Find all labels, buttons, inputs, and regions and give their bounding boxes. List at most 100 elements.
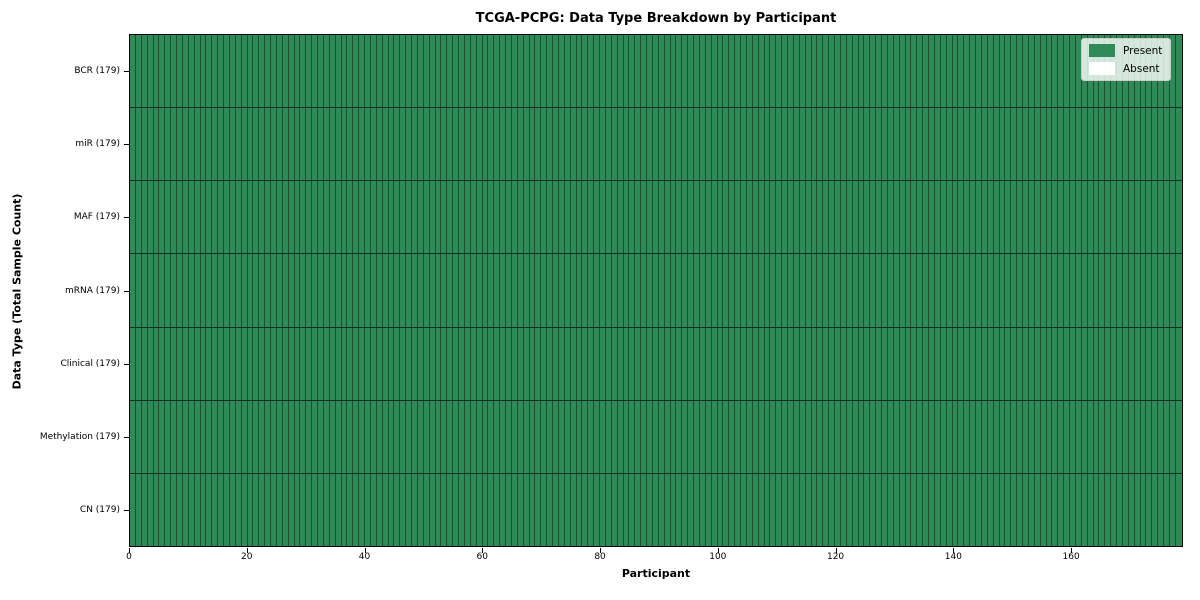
heatmap-cell bbox=[641, 473, 647, 546]
heatmap-cell bbox=[623, 473, 630, 546]
heatmap-cell bbox=[1005, 108, 1012, 181]
heatmap-cell bbox=[911, 327, 918, 400]
heatmap-cell bbox=[782, 254, 788, 327]
heatmap-cell bbox=[435, 254, 442, 327]
heatmap-cell bbox=[147, 327, 154, 400]
heatmap-cell bbox=[241, 181, 248, 254]
heatmap-cell bbox=[564, 254, 571, 327]
heatmap-cell bbox=[905, 108, 912, 181]
heatmap-cell bbox=[711, 473, 718, 546]
heatmap-cell bbox=[1146, 327, 1153, 400]
heatmap-cell bbox=[464, 108, 471, 181]
heatmap-cell bbox=[629, 181, 636, 254]
heatmap-cell bbox=[1128, 400, 1135, 473]
heatmap-cell bbox=[517, 400, 524, 473]
heatmap-cell bbox=[952, 400, 959, 473]
heatmap-cell bbox=[370, 473, 377, 546]
heatmap-cell bbox=[923, 400, 929, 473]
heatmap-cell bbox=[1052, 327, 1059, 400]
heatmap-cell bbox=[829, 181, 835, 254]
heatmap-cell bbox=[177, 254, 183, 327]
heatmap-cell bbox=[1070, 400, 1076, 473]
heatmap-cell bbox=[688, 108, 694, 181]
heatmap-cell bbox=[165, 327, 172, 400]
heatmap-cell bbox=[359, 181, 365, 254]
heatmap-cell bbox=[852, 254, 859, 327]
heatmap-cell bbox=[212, 181, 219, 254]
heatmap-cell bbox=[1105, 108, 1112, 181]
heatmap-cell bbox=[488, 400, 495, 473]
heatmap-cell bbox=[1152, 181, 1159, 254]
heatmap-cell bbox=[1064, 473, 1070, 546]
heatmap-cell bbox=[130, 327, 136, 400]
heatmap-cell bbox=[253, 35, 260, 108]
heatmap-cell bbox=[500, 400, 506, 473]
heatmap-cell bbox=[365, 35, 371, 108]
heatmap-cell bbox=[1140, 254, 1147, 327]
x-tick-label: 40 bbox=[358, 552, 371, 562]
y-tick-label: Clinical (179) bbox=[60, 358, 120, 369]
heatmap-cell bbox=[306, 327, 313, 400]
heatmap-cell bbox=[658, 254, 665, 327]
heatmap-cell bbox=[911, 473, 918, 546]
heatmap-cell bbox=[699, 473, 706, 546]
heatmap-cell bbox=[488, 181, 495, 254]
heatmap-cell bbox=[447, 473, 454, 546]
heatmap-cell bbox=[241, 327, 248, 400]
heatmap-cell bbox=[282, 35, 289, 108]
heatmap-cell bbox=[770, 181, 777, 254]
heatmap-cell bbox=[459, 473, 465, 546]
heatmap-cell bbox=[952, 181, 959, 254]
heatmap-cell bbox=[1064, 181, 1070, 254]
heatmap-cell bbox=[588, 108, 595, 181]
heatmap-cell bbox=[388, 108, 395, 181]
heatmap-cell bbox=[929, 473, 935, 546]
heatmap-cell bbox=[793, 473, 800, 546]
heatmap-cell bbox=[553, 473, 559, 546]
heatmap-cell bbox=[253, 400, 260, 473]
heatmap-cell bbox=[1005, 35, 1012, 108]
heatmap-cell bbox=[611, 181, 618, 254]
heatmap-cell bbox=[987, 473, 994, 546]
heatmap-cell bbox=[511, 327, 518, 400]
heatmap-cell bbox=[1169, 254, 1176, 327]
heatmap-cell bbox=[165, 108, 172, 181]
heatmap-cell bbox=[558, 181, 565, 254]
heatmap-cell bbox=[605, 181, 612, 254]
heatmap-cell bbox=[341, 35, 348, 108]
heatmap-cell bbox=[823, 400, 830, 473]
heatmap-cell bbox=[829, 254, 835, 327]
heatmap-cell bbox=[958, 108, 965, 181]
heatmap-cell bbox=[694, 254, 700, 327]
heatmap-cell bbox=[758, 473, 765, 546]
heatmap-cell bbox=[171, 254, 177, 327]
heatmap-cell bbox=[235, 181, 242, 254]
heatmap-cell bbox=[758, 108, 765, 181]
heatmap-cell bbox=[623, 35, 630, 108]
heatmap-cell bbox=[282, 327, 289, 400]
y-tick-mark bbox=[124, 290, 129, 292]
heatmap-cell bbox=[347, 181, 354, 254]
heatmap-cell bbox=[335, 327, 342, 400]
heatmap-cell bbox=[241, 473, 248, 546]
heatmap-cell bbox=[917, 254, 924, 327]
heatmap-cell bbox=[177, 327, 183, 400]
heatmap-cell bbox=[1023, 35, 1029, 108]
heatmap-cell bbox=[1052, 254, 1059, 327]
heatmap-cell bbox=[799, 473, 806, 546]
heatmap-cell bbox=[981, 181, 988, 254]
heatmap-cell bbox=[147, 254, 154, 327]
heatmap-cell bbox=[1075, 181, 1082, 254]
heatmap-cell bbox=[852, 181, 859, 254]
heatmap-cell bbox=[359, 400, 365, 473]
heatmap-cell bbox=[229, 35, 236, 108]
heatmap-cell bbox=[1140, 400, 1147, 473]
heatmap-cell bbox=[882, 473, 888, 546]
heatmap-cell bbox=[617, 35, 624, 108]
heatmap-cell bbox=[946, 108, 953, 181]
x-tick-mark bbox=[835, 548, 837, 553]
heatmap-cell bbox=[506, 35, 512, 108]
heatmap-cell bbox=[1169, 473, 1176, 546]
heatmap-cell bbox=[188, 254, 195, 327]
heatmap-cell bbox=[553, 400, 559, 473]
